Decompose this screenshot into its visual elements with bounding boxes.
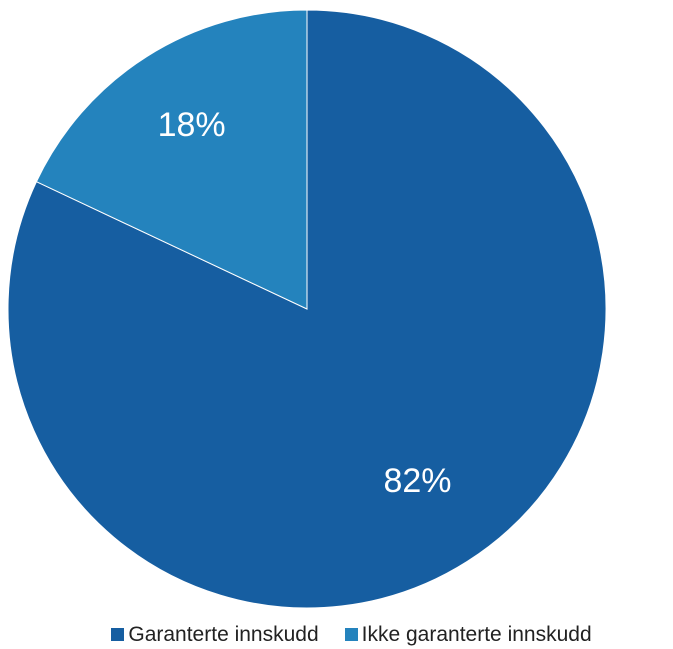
pie-slice-garanterte bbox=[7, 9, 607, 609]
legend: Garanterte innskudd Ikke garanterte inns… bbox=[0, 620, 673, 649]
pie-data-labels: 82% 18% bbox=[158, 106, 452, 500]
legend-item-garanterte: Garanterte innskudd bbox=[111, 622, 319, 647]
pie-chart: 82% 18% bbox=[7, 9, 607, 609]
legend-item-ikke-garanterte: Ikke garanterte innskudd bbox=[344, 622, 592, 647]
legend-label-ikke-garanterte: Ikke garanterte innskudd bbox=[361, 622, 592, 646]
data-label-garanterte: 82% bbox=[383, 462, 451, 500]
pie-slices bbox=[7, 9, 607, 609]
legend-swatch-garanterte bbox=[111, 628, 125, 641]
legend-swatch-ikke-garanterte bbox=[344, 628, 358, 641]
pie-slice-ikke-garanterte bbox=[35, 9, 308, 310]
legend-label-garanterte: Garanterte innskudd bbox=[128, 622, 319, 646]
data-label-ikke-garanterte: 18% bbox=[158, 106, 226, 144]
